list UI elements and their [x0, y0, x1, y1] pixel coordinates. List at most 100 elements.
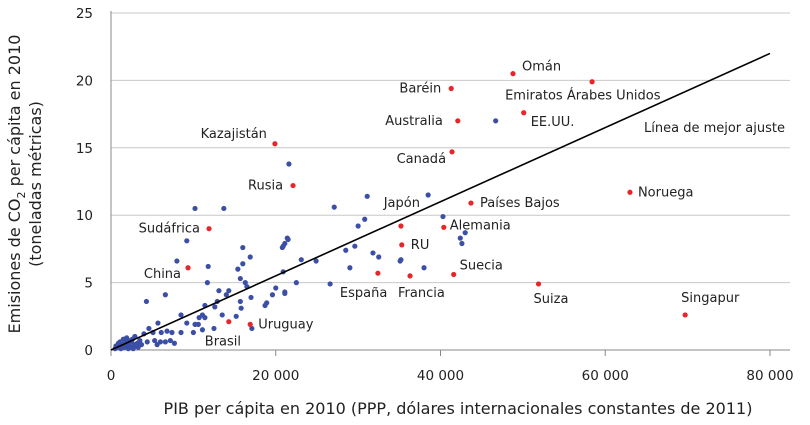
x-tick-label: 80 000 [746, 368, 793, 384]
highlighted-data-point [448, 85, 454, 92]
x-tick-label: 40 000 [417, 368, 464, 384]
data-point [331, 204, 337, 210]
data-point [219, 312, 225, 318]
x-tick-label: 20 000 [252, 368, 299, 384]
country-label: Brasil [205, 335, 241, 350]
data-point [298, 257, 304, 263]
highlighted-data-point [398, 223, 404, 229]
y-axis-label-text: Emisiones de CO [5, 198, 24, 333]
data-point [240, 261, 246, 267]
country-label: Japón [383, 196, 420, 211]
highlighted-data-point [449, 149, 455, 155]
data-point [282, 289, 288, 295]
data-point [364, 193, 370, 199]
highlighted-data-point [407, 273, 413, 279]
data-point [376, 254, 382, 260]
data-point [493, 118, 499, 124]
highlighted-data-point [589, 79, 595, 85]
y-tick-label: 25 [76, 6, 93, 22]
country-label: China [144, 267, 181, 282]
data-point [174, 258, 180, 264]
data-point [248, 294, 254, 301]
data-point [235, 266, 241, 272]
highlighted-country: Francia [398, 273, 445, 301]
data-point [347, 265, 353, 271]
data-point [143, 298, 150, 305]
y-tick-labels: 0 5 10 15 20 25 [76, 6, 93, 359]
country-label: Países Bajos [480, 196, 560, 211]
data-point [223, 292, 229, 298]
data-point [154, 342, 160, 348]
country-label: Omán [522, 60, 561, 75]
highlighted-data-point [226, 319, 232, 325]
data-point [282, 240, 288, 247]
data-point [162, 292, 168, 298]
data-point [190, 329, 196, 336]
country-label: RU [411, 238, 430, 253]
x-axis-label: PIB per cápita en 2010 (PPP, dólares int… [164, 399, 753, 418]
highlighted-country: Kazajistán [201, 127, 278, 147]
gridlines [111, 12, 790, 284]
data-point [262, 302, 268, 309]
data-point [199, 327, 206, 333]
data-point [167, 337, 173, 344]
highlighted-data-point [627, 189, 633, 195]
data-point [155, 320, 161, 326]
highlighted-country: Singapur [681, 291, 740, 318]
highlighted-data-point [521, 110, 527, 116]
x-tick-label: 60 000 [582, 368, 629, 384]
data-point [237, 298, 243, 305]
highlighted-country: España [340, 270, 387, 301]
country-label: Suecia [460, 259, 503, 274]
data-point [327, 281, 333, 287]
data-point [286, 161, 292, 167]
data-point [205, 263, 211, 270]
highlighted-country: Noruega [627, 185, 693, 200]
data-point [130, 346, 136, 352]
y-axis-label-text-rest: per cápita en 2010 [5, 35, 24, 192]
highlighted-data-point [272, 141, 278, 147]
highlighted-country: Suiza [534, 281, 568, 307]
data-point [192, 205, 198, 212]
x-tick-label: 0 [107, 368, 116, 384]
country-label: Alemania [450, 218, 511, 233]
highlighted-data-point [682, 312, 688, 318]
data-point [459, 240, 465, 247]
data-point [355, 223, 361, 229]
data-point [343, 247, 349, 253]
data-point [134, 340, 140, 346]
data-point [162, 339, 168, 345]
highlighted-data-point [185, 265, 191, 271]
data-point [184, 320, 190, 326]
data-point [226, 288, 232, 294]
y-axis-label-line2: (toneladas métricas) [26, 101, 45, 267]
highlighted-data-point [441, 224, 447, 230]
highlighted-data-point [455, 118, 461, 124]
data-point [221, 205, 227, 212]
y-tick-label: 0 [84, 343, 93, 359]
data-point [269, 292, 276, 298]
highlighted-data-point [290, 182, 296, 189]
country-label: EE.UU. [531, 115, 575, 130]
country-label: Singapur [681, 291, 740, 306]
data-point [211, 325, 217, 332]
highlighted-country: Sudáfrica [139, 222, 212, 237]
highlighted-country: Rusia [248, 179, 296, 194]
y-tick-label: 20 [76, 73, 93, 89]
data-point [240, 244, 246, 251]
data-point [171, 340, 178, 346]
highlighted-country: Australia [385, 114, 461, 129]
highlighted-country: Baréin [399, 81, 454, 96]
data-point [249, 325, 255, 332]
data-point [144, 339, 150, 345]
y-tick-label: 5 [84, 276, 93, 292]
country-label: Noruega [638, 185, 693, 200]
country-label: Kazajistán [201, 127, 267, 142]
data-point [195, 321, 201, 327]
data-point [397, 258, 403, 264]
highlighted-data-point [535, 281, 542, 287]
data-point [352, 243, 358, 249]
x-tick-labels: 0 20 000 40 000 60 000 80 000 [107, 350, 794, 384]
highlighted-data-point [375, 270, 381, 276]
